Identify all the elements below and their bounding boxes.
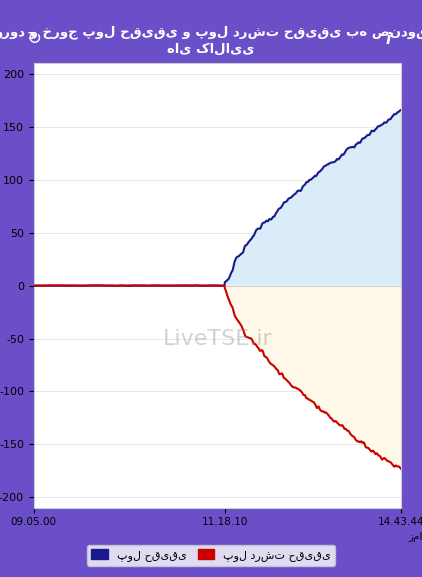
X-axis label: زمان: زمان xyxy=(408,532,422,542)
Text: های کالایی: های کالایی xyxy=(167,43,255,55)
Text: ↻: ↻ xyxy=(26,30,41,48)
Text: LiveTSE.ir: LiveTSE.ir xyxy=(162,329,272,349)
Text: ورود و خروج پول حقیقی و پول درشت حقیقی به صندوق: ورود و خروج پول حقیقی و پول درشت حقیقی ب… xyxy=(0,25,422,39)
Text: i: i xyxy=(386,32,391,47)
Legend: پول حقیقی, پول درشت حقیقی: پول حقیقی, پول درشت حقیقی xyxy=(87,545,335,565)
